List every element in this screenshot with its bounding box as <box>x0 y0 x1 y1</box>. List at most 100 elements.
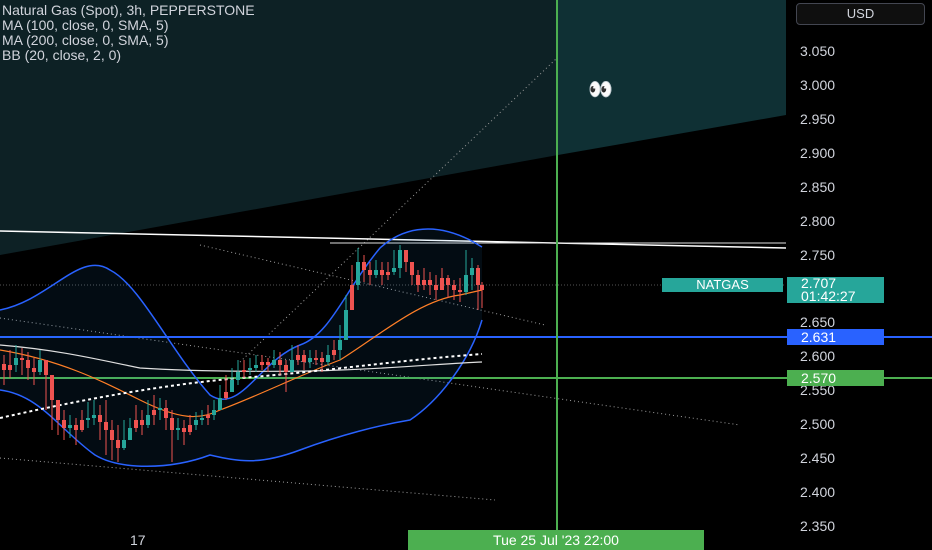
candle-body <box>80 420 84 430</box>
trendline-dotted <box>0 317 741 426</box>
currency-button[interactable]: USD <box>796 3 925 25</box>
trendline-dotted <box>0 457 496 501</box>
candle-body <box>332 350 336 355</box>
bar-countdown: 01:42:27 <box>801 288 856 304</box>
candle-body <box>362 262 366 270</box>
candle-body <box>350 285 354 310</box>
candle-body <box>374 270 378 275</box>
candle-body <box>140 420 144 425</box>
candle-body <box>272 360 276 365</box>
candle-body <box>176 428 180 430</box>
time-axis-label: 17 <box>130 532 146 548</box>
candle-body <box>296 355 300 360</box>
price-axis-tick: 2.900 <box>800 144 836 161</box>
candle-body <box>398 250 402 268</box>
candle-body <box>230 380 234 392</box>
candle-body <box>32 368 36 372</box>
bollinger-fill <box>0 228 482 467</box>
candle-body <box>212 410 216 415</box>
candle-body <box>26 360 30 368</box>
candle-body <box>290 360 294 372</box>
candle-body <box>128 428 132 440</box>
legend-ma200[interactable]: MA (200, close, 0, SMA, 5) <box>2 32 169 48</box>
legend-ma100[interactable]: MA (100, close, 0, SMA, 5) <box>2 17 169 33</box>
candle-body <box>464 275 468 292</box>
candle-body <box>236 372 240 380</box>
price-axis-tick: 2.850 <box>800 178 836 195</box>
ma100-line <box>0 353 483 419</box>
candle-body <box>260 362 264 365</box>
price-axis-tick: 2.450 <box>800 450 836 467</box>
candle-body <box>266 362 270 365</box>
candle-body <box>458 290 462 292</box>
crosshair-date-label: Tue 25 Jul '23 22:00 <box>408 530 704 550</box>
price-axis-tick: 3.050 <box>800 43 836 59</box>
candle-body <box>200 418 204 420</box>
candle-body <box>8 365 12 370</box>
last-price-label: 2.707 01:42:27 <box>787 275 884 304</box>
price-axis-tick: 2.350 <box>800 517 836 534</box>
candle-body <box>368 270 372 275</box>
candle-body <box>164 408 168 418</box>
candle-body <box>62 420 66 428</box>
candle-body <box>134 420 138 428</box>
candle-body <box>344 310 348 340</box>
candle-body <box>50 375 54 400</box>
candle-body <box>98 415 102 422</box>
candle-body <box>194 420 198 425</box>
price-axis-tick: 2.750 <box>800 246 836 263</box>
candle-body <box>206 415 210 418</box>
candle-body <box>122 440 126 448</box>
candle-body <box>278 360 282 365</box>
channel-fill-upper <box>0 0 558 255</box>
candle-body <box>248 368 252 370</box>
candle-body <box>74 425 78 430</box>
candle-body <box>356 262 360 285</box>
last-price-value: 2.707 <box>801 275 837 291</box>
candle-body <box>38 360 42 372</box>
candle-body <box>20 358 24 360</box>
price-axis-tick: 2.650 <box>800 314 836 331</box>
legend-bollinger[interactable]: BB (20, close, 2, 0) <box>2 47 122 63</box>
candle-body <box>314 358 318 360</box>
blue-level-label: 2.631 <box>787 329 884 345</box>
candle-body <box>2 364 6 370</box>
legend-symbol-title[interactable]: Natural Gas (Spot), 3h, PEPPERSTONE <box>2 2 255 18</box>
candle-body <box>320 358 324 362</box>
candle-body <box>480 285 484 290</box>
candle-body <box>338 340 342 350</box>
price-axis-tick: 2.400 <box>800 484 836 500</box>
price-axis-tick: 2.500 <box>800 416 836 433</box>
candle-body <box>110 430 114 440</box>
candle-body <box>224 392 228 398</box>
candle-body <box>146 415 150 425</box>
candle-body <box>182 428 186 432</box>
candle-body <box>302 355 306 362</box>
candle-body <box>170 418 174 430</box>
candle-body <box>386 272 390 275</box>
candle-body <box>116 440 120 448</box>
candle-body <box>326 355 330 362</box>
candle-body <box>44 360 48 375</box>
candle-body <box>410 262 414 275</box>
resistance-line <box>0 230 787 249</box>
candle-body <box>422 280 426 285</box>
bollinger-upper <box>0 228 483 401</box>
candle-body <box>56 400 60 420</box>
candle-body <box>308 358 312 362</box>
candle-body <box>188 425 192 432</box>
eyes-icon: 👀 <box>588 79 613 101</box>
price-axis-tick: 2.950 <box>800 110 836 127</box>
candle-body <box>68 425 72 428</box>
ma200-line <box>0 344 483 372</box>
candle-body <box>434 285 438 290</box>
candle-body <box>476 268 480 285</box>
green-level-label: 2.570 <box>787 370 884 386</box>
candle-body <box>452 285 456 290</box>
candle-body <box>404 250 408 262</box>
symbol-label: NATGAS <box>662 278 783 292</box>
bollinger-lower <box>0 319 483 467</box>
candle-body <box>92 415 96 418</box>
candle-body <box>380 270 384 275</box>
